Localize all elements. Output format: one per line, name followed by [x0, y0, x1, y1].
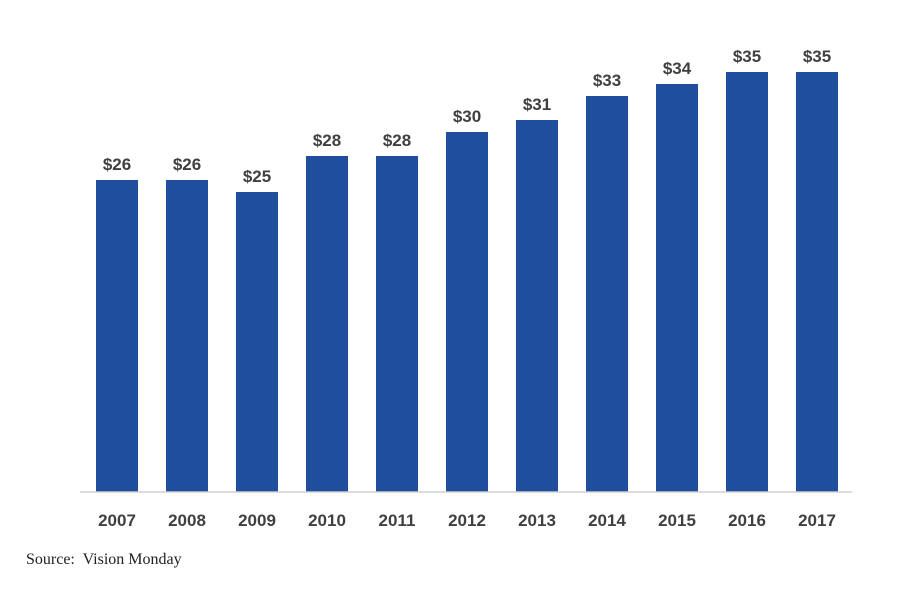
data-label-2011: $28 [383, 131, 411, 150]
x-tick-label-2016: 2016 [728, 511, 766, 530]
x-tick-label-2008: 2008 [168, 511, 206, 530]
data-labels-group: $26 $26 $25 $28 $28 $30 $31 $33 $34 $35 $35 [103, 47, 831, 186]
data-label-2012: $30 [453, 107, 481, 126]
x-tick-label-2011: 2011 [379, 511, 416, 530]
bar-2013 [516, 120, 558, 492]
data-label-2017: $35 [803, 47, 831, 66]
bars-group [96, 72, 838, 492]
bar-2009 [236, 192, 278, 492]
x-tick-label-2014: 2014 [588, 511, 626, 530]
bar-2011 [376, 156, 418, 492]
bar-2008 [166, 180, 208, 492]
data-label-2007: $26 [103, 155, 131, 174]
x-tick-label-2013: 2013 [518, 511, 556, 530]
data-label-2015: $34 [663, 59, 692, 78]
data-label-2010: $28 [313, 131, 341, 150]
bar-2007 [96, 180, 138, 492]
x-tick-label-2010: 2010 [308, 511, 346, 530]
bar-2016 [726, 72, 768, 492]
bar-2014 [586, 96, 628, 492]
x-tick-labels-group: 2007 2008 2009 2010 2011 2012 2013 2014 2015 2016… [98, 511, 836, 530]
bar-2010 [306, 156, 348, 492]
bar-2017 [796, 72, 838, 492]
data-label-2016: $35 [733, 47, 761, 66]
bar-2012 [446, 132, 488, 492]
source-note: Source: Vision Monday [26, 551, 182, 568]
bar-2015 [656, 84, 698, 492]
data-label-2013: $31 [523, 95, 551, 114]
data-label-2014: $33 [593, 71, 621, 90]
data-label-2009: $25 [243, 167, 271, 186]
data-label-2008: $26 [173, 155, 201, 174]
x-tick-label-2012: 2012 [448, 511, 486, 530]
x-tick-label-2017: 2017 [798, 511, 836, 530]
x-tick-label-2015: 2015 [658, 511, 696, 530]
x-tick-label-2007: 2007 [98, 511, 136, 530]
x-tick-label-2009: 2009 [238, 511, 276, 530]
